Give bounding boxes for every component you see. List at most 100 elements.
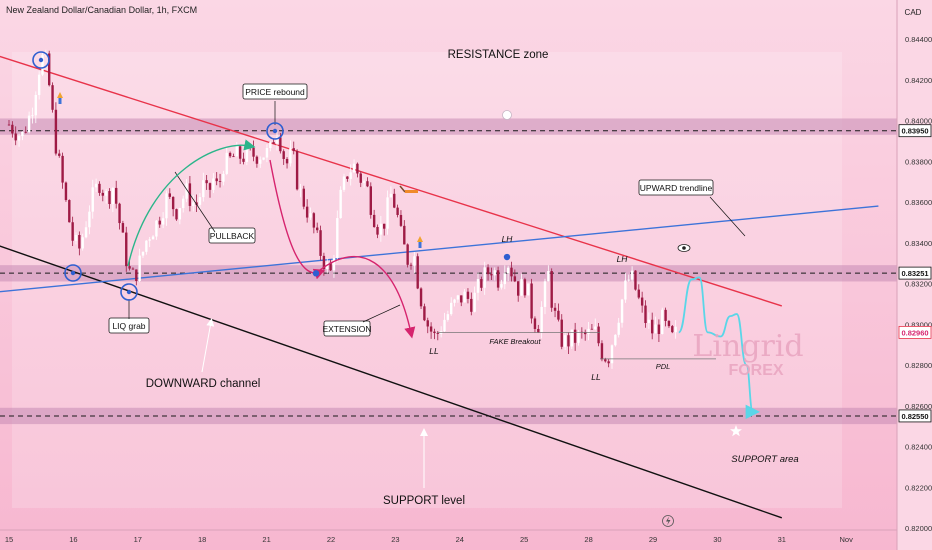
price-tag-frame bbox=[898, 266, 932, 280]
resistance-trendline bbox=[0, 55, 783, 307]
candle-body bbox=[71, 222, 74, 241]
candle-154 bbox=[523, 277, 527, 298]
candle-body bbox=[108, 191, 111, 205]
candle-100 bbox=[342, 173, 346, 192]
candle-126 bbox=[429, 322, 433, 339]
candle-body bbox=[587, 328, 590, 335]
candle-body bbox=[242, 158, 245, 162]
candle-body bbox=[416, 256, 419, 289]
candle-body bbox=[115, 187, 118, 204]
candle-141 bbox=[480, 276, 483, 291]
candle-body bbox=[155, 220, 158, 237]
candle-169 bbox=[573, 322, 577, 351]
lightning-icon[interactable] bbox=[662, 515, 674, 527]
candle-149 bbox=[506, 265, 510, 282]
currency-badge[interactable] bbox=[900, 4, 926, 20]
candle-body bbox=[245, 146, 249, 162]
candle-body bbox=[496, 270, 500, 288]
candle-body bbox=[372, 214, 376, 227]
candle-91 bbox=[312, 212, 316, 234]
candle-34 bbox=[121, 220, 125, 233]
candle-body bbox=[610, 345, 614, 364]
candle-164 bbox=[557, 303, 560, 322]
candle-body bbox=[332, 258, 336, 271]
candle-body bbox=[671, 326, 674, 333]
candle-62 bbox=[215, 172, 218, 186]
candle-body bbox=[523, 279, 527, 296]
candle-168 bbox=[570, 329, 573, 349]
candle-body bbox=[463, 291, 466, 303]
candle-body bbox=[667, 320, 671, 327]
y-tick-8: 0.82800 bbox=[905, 361, 932, 370]
y-tick-12: 0.82000 bbox=[905, 524, 932, 533]
candle-1 bbox=[11, 121, 14, 138]
candle-8 bbox=[34, 91, 37, 124]
candle-body bbox=[553, 307, 557, 311]
candle-198 bbox=[671, 324, 674, 334]
price-tag-frame bbox=[898, 409, 932, 423]
candle-190 bbox=[644, 300, 647, 328]
candle-body bbox=[171, 196, 175, 210]
candle-body bbox=[577, 331, 580, 343]
candle-body bbox=[61, 155, 64, 183]
candle-117 bbox=[399, 210, 403, 228]
candle-body bbox=[466, 291, 470, 299]
info-dot-icon[interactable] bbox=[502, 110, 512, 120]
price-tag-text: 0.82960 bbox=[901, 328, 928, 337]
candle-body bbox=[376, 226, 379, 235]
candle-body bbox=[567, 335, 570, 347]
candle-body bbox=[64, 182, 68, 201]
pivot-liq-circle-dot bbox=[126, 289, 132, 295]
candle-158 bbox=[537, 324, 540, 334]
candle-body bbox=[403, 225, 406, 245]
candle-92 bbox=[316, 222, 319, 233]
candle-body bbox=[506, 267, 510, 274]
candle-body bbox=[198, 197, 202, 205]
candle-body bbox=[218, 181, 222, 182]
candle-157 bbox=[533, 316, 537, 333]
candle-body bbox=[336, 218, 339, 259]
candle-body bbox=[362, 181, 366, 183]
candle-body bbox=[664, 309, 667, 321]
candle-body bbox=[168, 193, 171, 197]
rocket-icon-2 bbox=[417, 236, 423, 248]
x-tick-10: 29 bbox=[649, 535, 657, 544]
price-tag-text: 0.83950 bbox=[901, 127, 928, 136]
candle-105 bbox=[359, 171, 362, 188]
candle-18 bbox=[68, 199, 71, 223]
candle-106 bbox=[362, 179, 366, 188]
candle-body bbox=[651, 319, 654, 334]
candle-119 bbox=[406, 243, 409, 268]
pivot-left-circle-dot bbox=[70, 270, 76, 276]
candle-74 bbox=[255, 155, 259, 168]
liq-grab-label-box: LIQ grab bbox=[108, 317, 150, 334]
candle-41 bbox=[145, 240, 148, 255]
candle-193 bbox=[654, 316, 657, 334]
candle-48 bbox=[168, 188, 171, 200]
candle-body bbox=[383, 223, 386, 229]
candle-89 bbox=[305, 199, 309, 223]
candle-107 bbox=[366, 177, 369, 188]
candle-122 bbox=[416, 253, 419, 290]
candle-21 bbox=[78, 231, 81, 256]
candle-136 bbox=[463, 289, 466, 303]
candle-body bbox=[81, 237, 84, 249]
candle-155 bbox=[527, 283, 530, 296]
candle-body bbox=[222, 173, 225, 182]
candle-69 bbox=[238, 144, 242, 165]
candle-body bbox=[145, 240, 148, 252]
candle-179 bbox=[607, 359, 610, 368]
candle-37 bbox=[131, 267, 135, 270]
candle-63 bbox=[218, 173, 222, 188]
candle-body bbox=[342, 176, 346, 190]
candle-14 bbox=[54, 102, 58, 156]
candle-body bbox=[356, 163, 359, 174]
candle-body bbox=[510, 267, 513, 277]
pullback-arc bbox=[127, 139, 256, 267]
candle-body bbox=[125, 232, 128, 267]
pullback-label-box: PULLBACK bbox=[208, 227, 256, 244]
candle-body bbox=[550, 271, 553, 308]
candle-68 bbox=[235, 142, 238, 157]
candle-body bbox=[111, 187, 115, 205]
